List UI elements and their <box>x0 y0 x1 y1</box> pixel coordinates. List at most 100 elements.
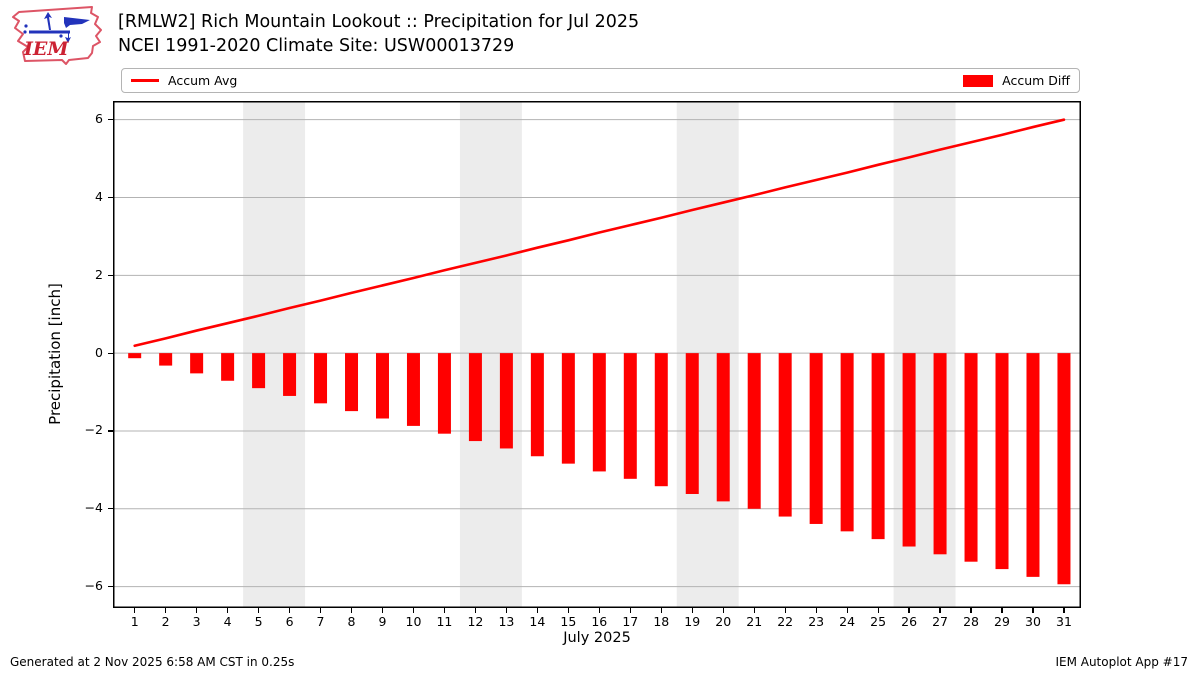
accum-diff-bar <box>809 353 823 524</box>
x-tick-label: 6 <box>285 614 294 629</box>
generated-timestamp: Generated at 2 Nov 2025 6:58 AM CST in 0… <box>10 655 295 669</box>
x-tick-label: 29 <box>994 614 1010 629</box>
x-tick-label: 15 <box>560 614 577 629</box>
accum-diff-bar <box>159 353 173 366</box>
accum-diff-label: Accum Diff <box>1002 73 1070 88</box>
x-tick-mark <box>815 608 817 613</box>
x-tick-mark <box>443 608 446 613</box>
y-tick-label: 6 <box>95 111 103 127</box>
x-tick-mark <box>227 608 229 613</box>
legend: Accum Avg Accum Diff <box>121 68 1080 93</box>
y-tick-mark <box>108 274 113 276</box>
y-tick-label: −2 <box>84 422 103 438</box>
x-tick-mark <box>1063 608 1065 613</box>
x-tick-label: 12 <box>467 614 484 629</box>
accum-avg-line <box>133 118 1066 348</box>
x-tick-mark <box>629 608 631 613</box>
x-tick-label: 13 <box>498 614 515 629</box>
x-tick-label: 8 <box>347 614 356 629</box>
accum-diff-bar <box>654 353 668 487</box>
legend-entry-accum-diff: Accum Diff <box>963 73 1070 88</box>
x-tick-label: 20 <box>715 614 732 629</box>
y-tick-label: 4 <box>95 188 103 204</box>
x-tick-mark <box>1032 608 1034 613</box>
accum-diff-bar <box>1026 353 1040 577</box>
y-tick-label: 2 <box>95 266 103 282</box>
x-tick-mark <box>939 608 941 613</box>
weathervane-icon <box>23 12 90 43</box>
x-tick-mark <box>846 608 848 613</box>
x-tick-mark <box>474 608 477 613</box>
accum-diff-bar <box>406 353 420 426</box>
x-tick-label: 31 <box>1056 614 1072 629</box>
accum-diff-bar <box>314 353 328 404</box>
accum-diff-bar <box>128 353 142 359</box>
x-tick-label: 3 <box>192 614 201 629</box>
y-tick-label: −6 <box>84 578 103 594</box>
accum-diff-bar <box>716 353 730 502</box>
x-tick-mark <box>722 608 724 613</box>
x-tick-mark <box>691 608 693 613</box>
x-tick-label: 26 <box>901 614 918 629</box>
x-tick-label: 30 <box>1025 614 1041 629</box>
x-tick-mark <box>908 608 910 613</box>
accum-diff-bar <box>1057 353 1071 585</box>
x-tick-label: 27 <box>932 614 948 629</box>
x-tick-mark <box>412 608 415 613</box>
x-tick-label: 16 <box>591 614 608 629</box>
x-tick-mark <box>1001 608 1003 613</box>
chart-subtitle: NCEI 1991-2020 Climate Site: USW00013729 <box>118 35 515 56</box>
x-tick-mark <box>196 608 198 613</box>
iem-logo: IEM <box>12 6 102 65</box>
logo-text: IEM <box>23 38 69 60</box>
y-tick-mark <box>108 430 113 432</box>
accum-diff-bar <box>252 353 266 389</box>
accum-diff-bar <box>778 353 792 517</box>
x-tick-mark <box>505 608 508 613</box>
accum-diff-bar <box>375 353 389 419</box>
accum-avg-label: Accum Avg <box>168 73 238 88</box>
accum-diff-bar <box>221 353 235 381</box>
accum-diff-bar <box>995 353 1009 570</box>
accum-diff-bar <box>530 353 544 457</box>
x-tick-label: 14 <box>529 614 546 629</box>
accum-diff-bar <box>964 353 978 562</box>
y-tick-label: 0 <box>95 344 103 360</box>
x-tick-mark <box>753 608 755 613</box>
accum-avg-line-swatch-icon <box>131 78 159 83</box>
plot-area <box>113 101 1081 608</box>
chart-title-block: [RMLW2] Rich Mountain Lookout :: Precipi… <box>118 11 639 58</box>
accum-diff-bar <box>345 353 359 412</box>
legend-entry-accum-avg: Accum Avg <box>131 73 237 88</box>
x-tick-label: 23 <box>808 614 825 629</box>
x-tick-label: 4 <box>223 614 232 629</box>
accum-diff-bar <box>623 353 637 479</box>
x-tick-label: 7 <box>316 614 325 629</box>
x-tick-mark <box>319 608 322 613</box>
y-tick-mark <box>108 352 113 354</box>
plot-border <box>113 101 1081 608</box>
x-tick-label: 2 <box>161 614 170 629</box>
x-tick-label: 9 <box>378 614 387 629</box>
accum-diff-bar <box>468 353 482 442</box>
x-tick-label: 28 <box>963 614 979 629</box>
x-tick-mark <box>970 608 972 613</box>
x-tick-label: 17 <box>622 614 639 629</box>
x-tick-mark <box>536 608 539 613</box>
x-tick-mark <box>288 608 291 613</box>
accum-diff-bar <box>840 353 854 532</box>
accum-diff-bar <box>933 353 947 555</box>
accum-diff-bar-swatch-icon <box>963 74 994 87</box>
accum-diff-bar <box>902 353 916 547</box>
accum-diff-bar <box>685 353 699 494</box>
x-tick-mark <box>567 608 570 613</box>
x-tick-mark <box>257 608 260 613</box>
y-tick-mark <box>108 119 113 121</box>
app-credit: IEM Autoplot App #17 <box>1055 655 1188 669</box>
x-axis-label: July 2025 <box>563 630 631 646</box>
y-tick-mark <box>108 196 113 199</box>
accum-diff-bar <box>283 353 297 396</box>
x-tick-mark <box>134 608 136 613</box>
x-tick-label: 25 <box>870 614 887 629</box>
x-tick-mark <box>598 608 601 613</box>
